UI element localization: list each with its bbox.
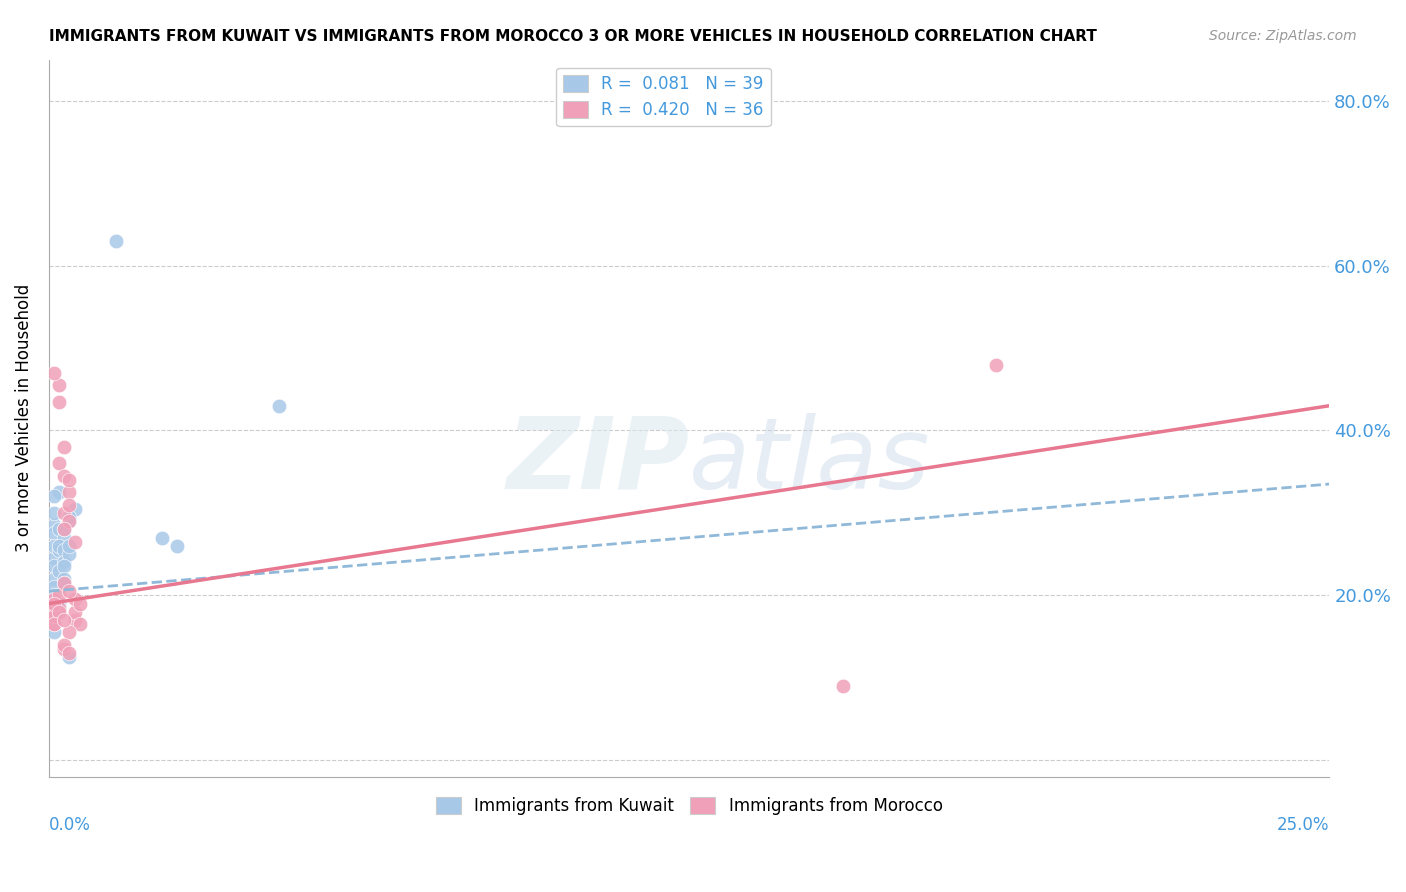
Point	[42, 490, 65, 504]
Point	[42, 617, 65, 632]
Point	[48, 394, 70, 409]
Legend: R =  0.081   N = 39, R =  0.420   N = 36: R = 0.081 N = 39, R = 0.420 N = 36	[557, 68, 770, 126]
Point	[48, 597, 70, 611]
Point	[42, 526, 65, 541]
Point	[104, 234, 127, 248]
Point	[42, 572, 65, 586]
Point	[42, 597, 65, 611]
Point	[48, 600, 70, 615]
Point	[269, 399, 291, 413]
Point	[58, 473, 80, 487]
Point	[831, 679, 853, 693]
Point	[986, 358, 1008, 372]
Point	[48, 485, 70, 500]
Text: IMMIGRANTS FROM KUWAIT VS IMMIGRANTS FROM MOROCCO 3 OR MORE VEHICLES IN HOUSEHOL: IMMIGRANTS FROM KUWAIT VS IMMIGRANTS FRO…	[49, 29, 1097, 44]
Point	[58, 514, 80, 528]
Point	[42, 518, 65, 533]
Point	[58, 584, 80, 599]
Point	[42, 559, 65, 574]
Point	[42, 625, 65, 640]
Point	[150, 531, 173, 545]
Point	[42, 600, 65, 615]
Point	[53, 522, 76, 536]
Point	[58, 650, 80, 665]
Point	[58, 485, 80, 500]
Point	[53, 641, 76, 656]
Point	[58, 514, 80, 528]
Point	[42, 597, 65, 611]
Point	[42, 617, 65, 632]
Point	[48, 588, 70, 602]
Text: Source: ZipAtlas.com: Source: ZipAtlas.com	[1209, 29, 1357, 43]
Point	[42, 608, 65, 623]
Point	[58, 539, 80, 553]
Point	[53, 572, 76, 586]
Point	[48, 605, 70, 619]
Point	[63, 605, 86, 619]
Point	[53, 576, 76, 591]
Point	[48, 539, 70, 553]
Point	[48, 457, 70, 471]
Point	[58, 625, 80, 640]
Point	[53, 522, 76, 536]
Point	[53, 555, 76, 569]
Point	[69, 617, 91, 632]
Point	[63, 613, 86, 627]
Point	[48, 543, 70, 558]
Text: ZIP: ZIP	[506, 413, 689, 509]
Point	[48, 378, 70, 392]
Text: atlas: atlas	[689, 413, 931, 509]
Point	[42, 366, 65, 380]
Point	[42, 608, 65, 623]
Point	[42, 506, 65, 520]
Point	[53, 559, 76, 574]
Point	[42, 617, 65, 632]
Point	[42, 539, 65, 553]
Point	[63, 534, 86, 549]
Point	[58, 547, 80, 561]
Point	[48, 522, 70, 536]
Point	[48, 600, 70, 615]
Point	[42, 580, 65, 594]
Point	[53, 613, 76, 627]
Text: 25.0%: 25.0%	[1277, 816, 1329, 834]
Point	[53, 638, 76, 652]
Point	[42, 592, 65, 607]
Point	[58, 646, 80, 660]
Point	[53, 506, 76, 520]
Point	[53, 576, 76, 591]
Y-axis label: 3 or more Vehicles in Household: 3 or more Vehicles in Household	[15, 284, 32, 552]
Point	[53, 531, 76, 545]
Point	[63, 501, 86, 516]
Point	[58, 510, 80, 524]
Point	[42, 551, 65, 566]
Point	[42, 592, 65, 607]
Point	[42, 588, 65, 602]
Point	[53, 468, 76, 483]
Text: 0.0%: 0.0%	[49, 816, 91, 834]
Point	[53, 440, 76, 454]
Point	[42, 608, 65, 623]
Point	[48, 564, 70, 578]
Point	[48, 605, 70, 619]
Point	[69, 597, 91, 611]
Point	[166, 539, 188, 553]
Point	[63, 592, 86, 607]
Point	[58, 498, 80, 512]
Point	[53, 543, 76, 558]
